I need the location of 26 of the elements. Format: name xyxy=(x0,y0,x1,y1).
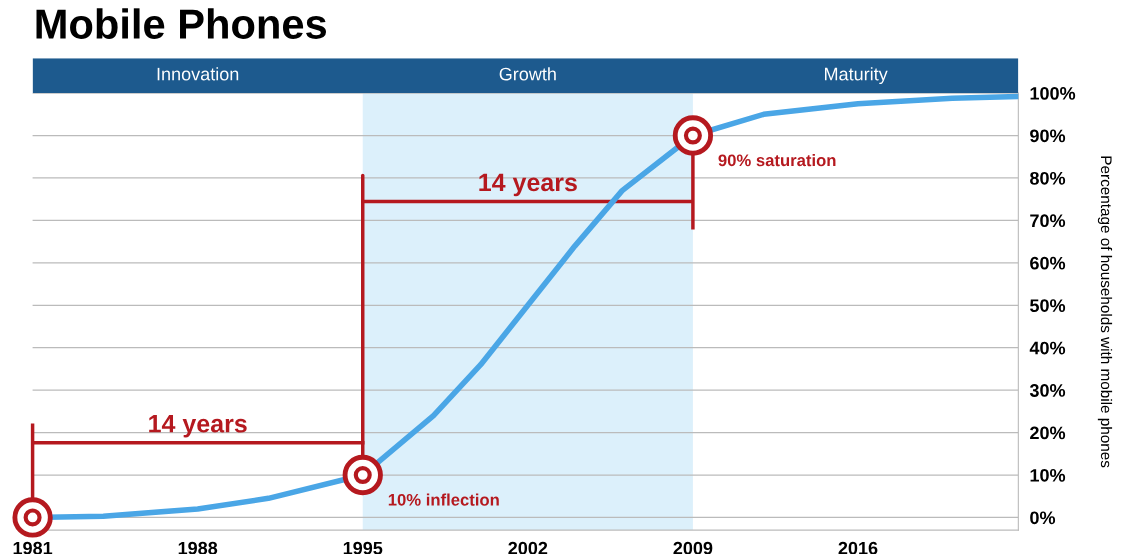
x-tick-label: 2002 xyxy=(508,541,548,554)
y-tick-label: 30% xyxy=(1029,384,1066,397)
y-tick-label: 50% xyxy=(1030,299,1066,312)
x-tick-label: 1988 xyxy=(178,541,218,554)
annotation: 10% inflection xyxy=(388,493,499,506)
annotation: 90% saturation xyxy=(718,153,836,167)
y-tick-label: 60% xyxy=(1030,256,1066,270)
band-label: Growth xyxy=(499,67,556,81)
x-tick-label: 2009 xyxy=(673,541,713,554)
y-tick-label: 20% xyxy=(1030,426,1066,440)
y-tick-label: 0% xyxy=(1030,511,1056,525)
y-tick-label: 70% xyxy=(1030,214,1066,228)
x-tick-label: 2016 xyxy=(838,541,878,554)
x-tick-label: 1995 xyxy=(343,541,383,554)
y-tick-label: 40% xyxy=(1029,341,1066,355)
y-tick-label: 80% xyxy=(1030,171,1066,185)
annotation: 14 years xyxy=(149,415,247,438)
x-tick-label: 1981 xyxy=(13,541,53,554)
y-tick-label: 100% xyxy=(1030,87,1076,100)
y-tick-label: 90% xyxy=(1030,129,1066,143)
y-tick-label: 10% xyxy=(1030,468,1066,482)
text: Maturity xyxy=(825,67,888,85)
chart-title: Mobile Phones xyxy=(36,8,327,39)
y-axis-title: Percentage of households with mobile phones xyxy=(1097,156,1113,468)
annotation: 14 years xyxy=(479,173,577,197)
text: Innovation xyxy=(157,67,239,81)
